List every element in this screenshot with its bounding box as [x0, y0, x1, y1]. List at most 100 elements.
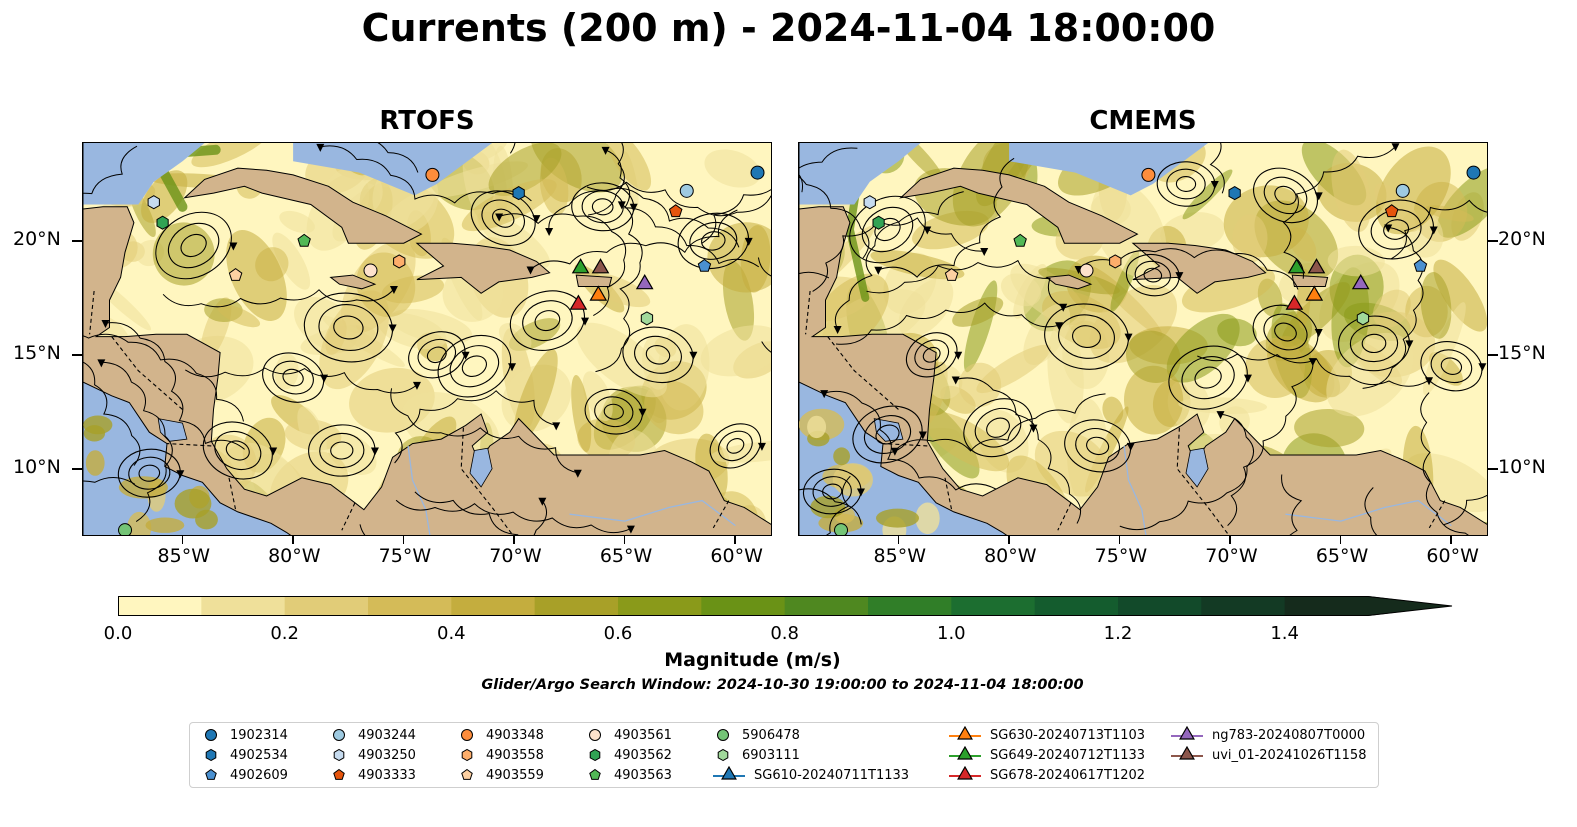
obs-marker-4903348[interactable]	[425, 167, 440, 182]
legend-label: 4903250	[358, 747, 416, 763]
lon-tick-mark	[623, 536, 626, 544]
obs-marker-1902314[interactable]	[750, 165, 765, 180]
obs-marker-4903250[interactable]	[147, 195, 160, 210]
lat-tick-mark	[1488, 239, 1498, 242]
obs-marker-4902534[interactable]	[512, 186, 525, 201]
obs-marker-4903244[interactable]	[1395, 183, 1410, 198]
obs-marker-sg649-20240712t1133[interactable]	[1287, 258, 1306, 274]
obs-marker-sg630-20240713t1103[interactable]	[589, 285, 608, 301]
lat-tick-label-right: 15°N	[1498, 341, 1546, 364]
lon-tick-mark	[181, 536, 184, 544]
legend-item: SG630-20240713T1103	[948, 726, 1145, 744]
obs-marker-4903333[interactable]	[1384, 204, 1399, 218]
land	[83, 143, 771, 535]
obs-marker-sg678-20240617t1202[interactable]	[569, 294, 588, 310]
obs-marker-4903250[interactable]	[863, 195, 876, 210]
legend-marker-circle-icon	[589, 729, 601, 741]
lon-tick-label: 65°W	[599, 545, 653, 567]
legend-item: SG678-20240617T1202	[948, 766, 1145, 784]
lon-tick-mark	[1450, 536, 1452, 544]
obs-marker-4903333[interactable]	[668, 204, 683, 218]
legend-marker-pentagon-icon	[589, 768, 601, 780]
legend-marker-triangle-line-icon	[713, 766, 745, 780]
obs-marker-6903111[interactable]	[640, 311, 654, 326]
current-streamlines	[799, 143, 1487, 535]
colorbar-segment	[201, 596, 286, 616]
obs-marker-ng783-20240807t0000[interactable]	[635, 274, 654, 290]
legend-item: 4903558	[456, 746, 544, 764]
obs-marker-4903348[interactable]	[1141, 167, 1156, 182]
obs-marker-4903558[interactable]	[1109, 254, 1122, 269]
legend-marker-pentagon-icon	[461, 768, 473, 780]
colorbar-segment	[784, 596, 869, 616]
legend-item: 4902534	[200, 746, 288, 764]
obs-marker-6903111[interactable]	[1356, 311, 1370, 326]
legend-marker-circle-icon	[205, 729, 217, 741]
lon-tick-mark	[897, 536, 900, 544]
obs-marker-4903558[interactable]	[393, 254, 406, 269]
lon-tick-mark	[734, 536, 736, 544]
panel-title-rtofs: RTOFS	[379, 106, 475, 136]
obs-marker-4903559[interactable]	[228, 267, 243, 281]
lon-tick-label: 60°W	[710, 545, 763, 567]
obs-marker-4902534[interactable]	[1228, 186, 1241, 201]
obs-marker-4903562[interactable]	[156, 215, 169, 230]
legend-label: 4903244	[358, 727, 416, 743]
colorbar-label: Magnitude (m/s)	[664, 649, 841, 671]
colorbar-segment	[451, 596, 536, 616]
legend-item: 4903333	[328, 766, 416, 784]
lon-tick-label: 80°W	[268, 545, 321, 567]
lon-tick-label: 80°W	[984, 545, 1037, 567]
obs-marker-4903562[interactable]	[872, 215, 885, 230]
obs-marker-4902609[interactable]	[697, 258, 712, 272]
colorbar-extend-arrow	[1368, 596, 1452, 616]
obs-marker-5906478[interactable]	[834, 523, 849, 536]
legend-label: 4903563	[614, 767, 672, 783]
legend-item: 5906478	[712, 726, 800, 744]
obs-marker-sg678-20240617t1202[interactable]	[1285, 294, 1304, 310]
legend-marker-triangle-line-icon	[949, 766, 981, 780]
colorbar-tick-label: 0.8	[770, 623, 799, 644]
obs-marker-uvi_01-20241026t1158[interactable]	[591, 258, 610, 274]
obs-marker-4903244[interactable]	[679, 183, 694, 198]
lon-tick-mark	[513, 536, 515, 544]
legend-label: ng783-20240807T0000	[1212, 727, 1366, 743]
legend-item: SG610-20240711T1133	[712, 766, 909, 784]
obs-marker-4903561[interactable]	[1079, 263, 1094, 278]
colorbar-segment	[368, 596, 452, 616]
colorbar-segment	[1201, 596, 1286, 616]
legend-marker-pentagon-icon	[333, 768, 345, 780]
lon-tick-label: 75°W	[1094, 545, 1148, 567]
colorbar-tick-label: 0.2	[270, 623, 299, 644]
legend-label: SG678-20240617T1202	[990, 767, 1146, 783]
obs-marker-4903563[interactable]	[1013, 233, 1027, 247]
colorbar-tick-label: 0.0	[103, 623, 133, 644]
legend-item: 4903561	[584, 726, 672, 744]
legend-item: SG649-20240712T1133	[948, 746, 1145, 764]
obs-marker-5906478[interactable]	[118, 523, 133, 536]
lat-tick-label-left: 10°N	[13, 455, 61, 478]
map-panel-rtofs[interactable]	[82, 142, 772, 536]
obs-marker-sg649-20240712t1133[interactable]	[571, 258, 590, 274]
colorbar-tick-label: 1.0	[937, 623, 966, 644]
obs-marker-sg630-20240713t1103[interactable]	[1305, 285, 1324, 301]
legend-item: 4903244	[328, 726, 416, 744]
lon-tick-mark	[1118, 536, 1121, 544]
obs-marker-4902609[interactable]	[1413, 258, 1428, 272]
legend-item: 1902314	[200, 726, 288, 744]
lon-tick-label: 70°W	[489, 545, 542, 567]
obs-marker-1902314[interactable]	[1466, 165, 1481, 180]
map-panel-cmems[interactable]	[798, 142, 1488, 536]
lon-tick-label: 85°W	[157, 545, 210, 567]
obs-marker-uvi_01-20241026t1158[interactable]	[1307, 258, 1326, 274]
legend-marker-triangle-line-icon	[1171, 726, 1203, 740]
legend-label: SG610-20240711T1133	[754, 767, 910, 783]
colorbar-segment	[951, 596, 1036, 616]
obs-marker-ng783-20240807t0000[interactable]	[1351, 274, 1370, 290]
colorbar-segment	[1034, 596, 1119, 616]
obs-marker-4903559[interactable]	[944, 267, 959, 281]
lon-tick-label: 75°W	[378, 545, 432, 567]
lon-tick-label: 60°W	[1426, 545, 1479, 567]
obs-marker-4903561[interactable]	[363, 263, 378, 278]
obs-marker-4903563[interactable]	[297, 233, 311, 247]
